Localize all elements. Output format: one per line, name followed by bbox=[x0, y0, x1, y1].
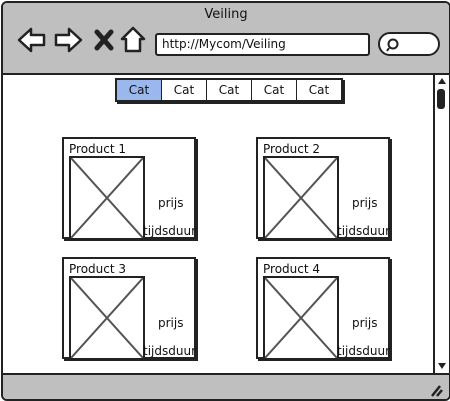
forward-icon[interactable] bbox=[53, 25, 83, 55]
page-content: Cat Cat Cat Cat Cat Product 1 prijs tijd… bbox=[3, 75, 433, 373]
product-name: Product 3 bbox=[69, 262, 127, 276]
product-duration: tijdsduur bbox=[337, 224, 391, 238]
browser-toolbar: Veiling http://Mycom/Veiling bbox=[3, 3, 449, 75]
product-card[interactable]: Product 3 prijs tijdsduur bbox=[62, 257, 197, 360]
tab-category-3[interactable]: Cat bbox=[207, 80, 252, 100]
product-price: prijs bbox=[352, 316, 378, 330]
product-duration: tijdsduur bbox=[143, 344, 197, 358]
tab-category-1[interactable]: Cat bbox=[117, 80, 162, 100]
product-price: prijs bbox=[158, 196, 184, 210]
product-card[interactable]: Product 1 prijs tijdsduur bbox=[62, 137, 197, 240]
product-card[interactable]: Product 4 prijs tijdsduur bbox=[256, 257, 391, 360]
home-icon[interactable] bbox=[119, 25, 147, 55]
vertical-scrollbar[interactable] bbox=[433, 75, 449, 373]
product-image-placeholder bbox=[69, 276, 145, 360]
scroll-down-icon[interactable] bbox=[437, 362, 447, 370]
stop-icon[interactable] bbox=[93, 25, 121, 55]
status-bar bbox=[3, 373, 449, 399]
resize-grip-icon[interactable] bbox=[429, 383, 443, 397]
tab-category-2[interactable]: Cat bbox=[162, 80, 207, 100]
product-duration: tijdsduur bbox=[143, 224, 197, 238]
product-price: prijs bbox=[352, 196, 378, 210]
product-duration: tijdsduur bbox=[337, 344, 391, 358]
product-card[interactable]: Product 2 prijs tijdsduur bbox=[256, 137, 391, 240]
scrollbar-thumb[interactable] bbox=[437, 89, 445, 109]
product-image-placeholder bbox=[263, 276, 339, 360]
category-tabs: Cat Cat Cat Cat Cat bbox=[115, 78, 343, 102]
search-icon bbox=[386, 38, 399, 52]
product-image-placeholder bbox=[69, 156, 145, 240]
back-icon[interactable] bbox=[17, 25, 46, 55]
product-name: Product 1 bbox=[69, 142, 127, 156]
window-title: Veiling bbox=[204, 7, 248, 22]
product-image-placeholder bbox=[263, 156, 339, 240]
address-bar[interactable]: http://Mycom/Veiling bbox=[155, 33, 370, 56]
product-name: Product 4 bbox=[263, 262, 321, 276]
product-name: Product 2 bbox=[263, 142, 321, 156]
search-field[interactable] bbox=[378, 32, 440, 56]
product-price: prijs bbox=[158, 316, 184, 330]
tab-category-4[interactable]: Cat bbox=[252, 80, 297, 100]
tab-category-5[interactable]: Cat bbox=[297, 80, 341, 100]
scroll-up-icon[interactable] bbox=[437, 77, 447, 85]
